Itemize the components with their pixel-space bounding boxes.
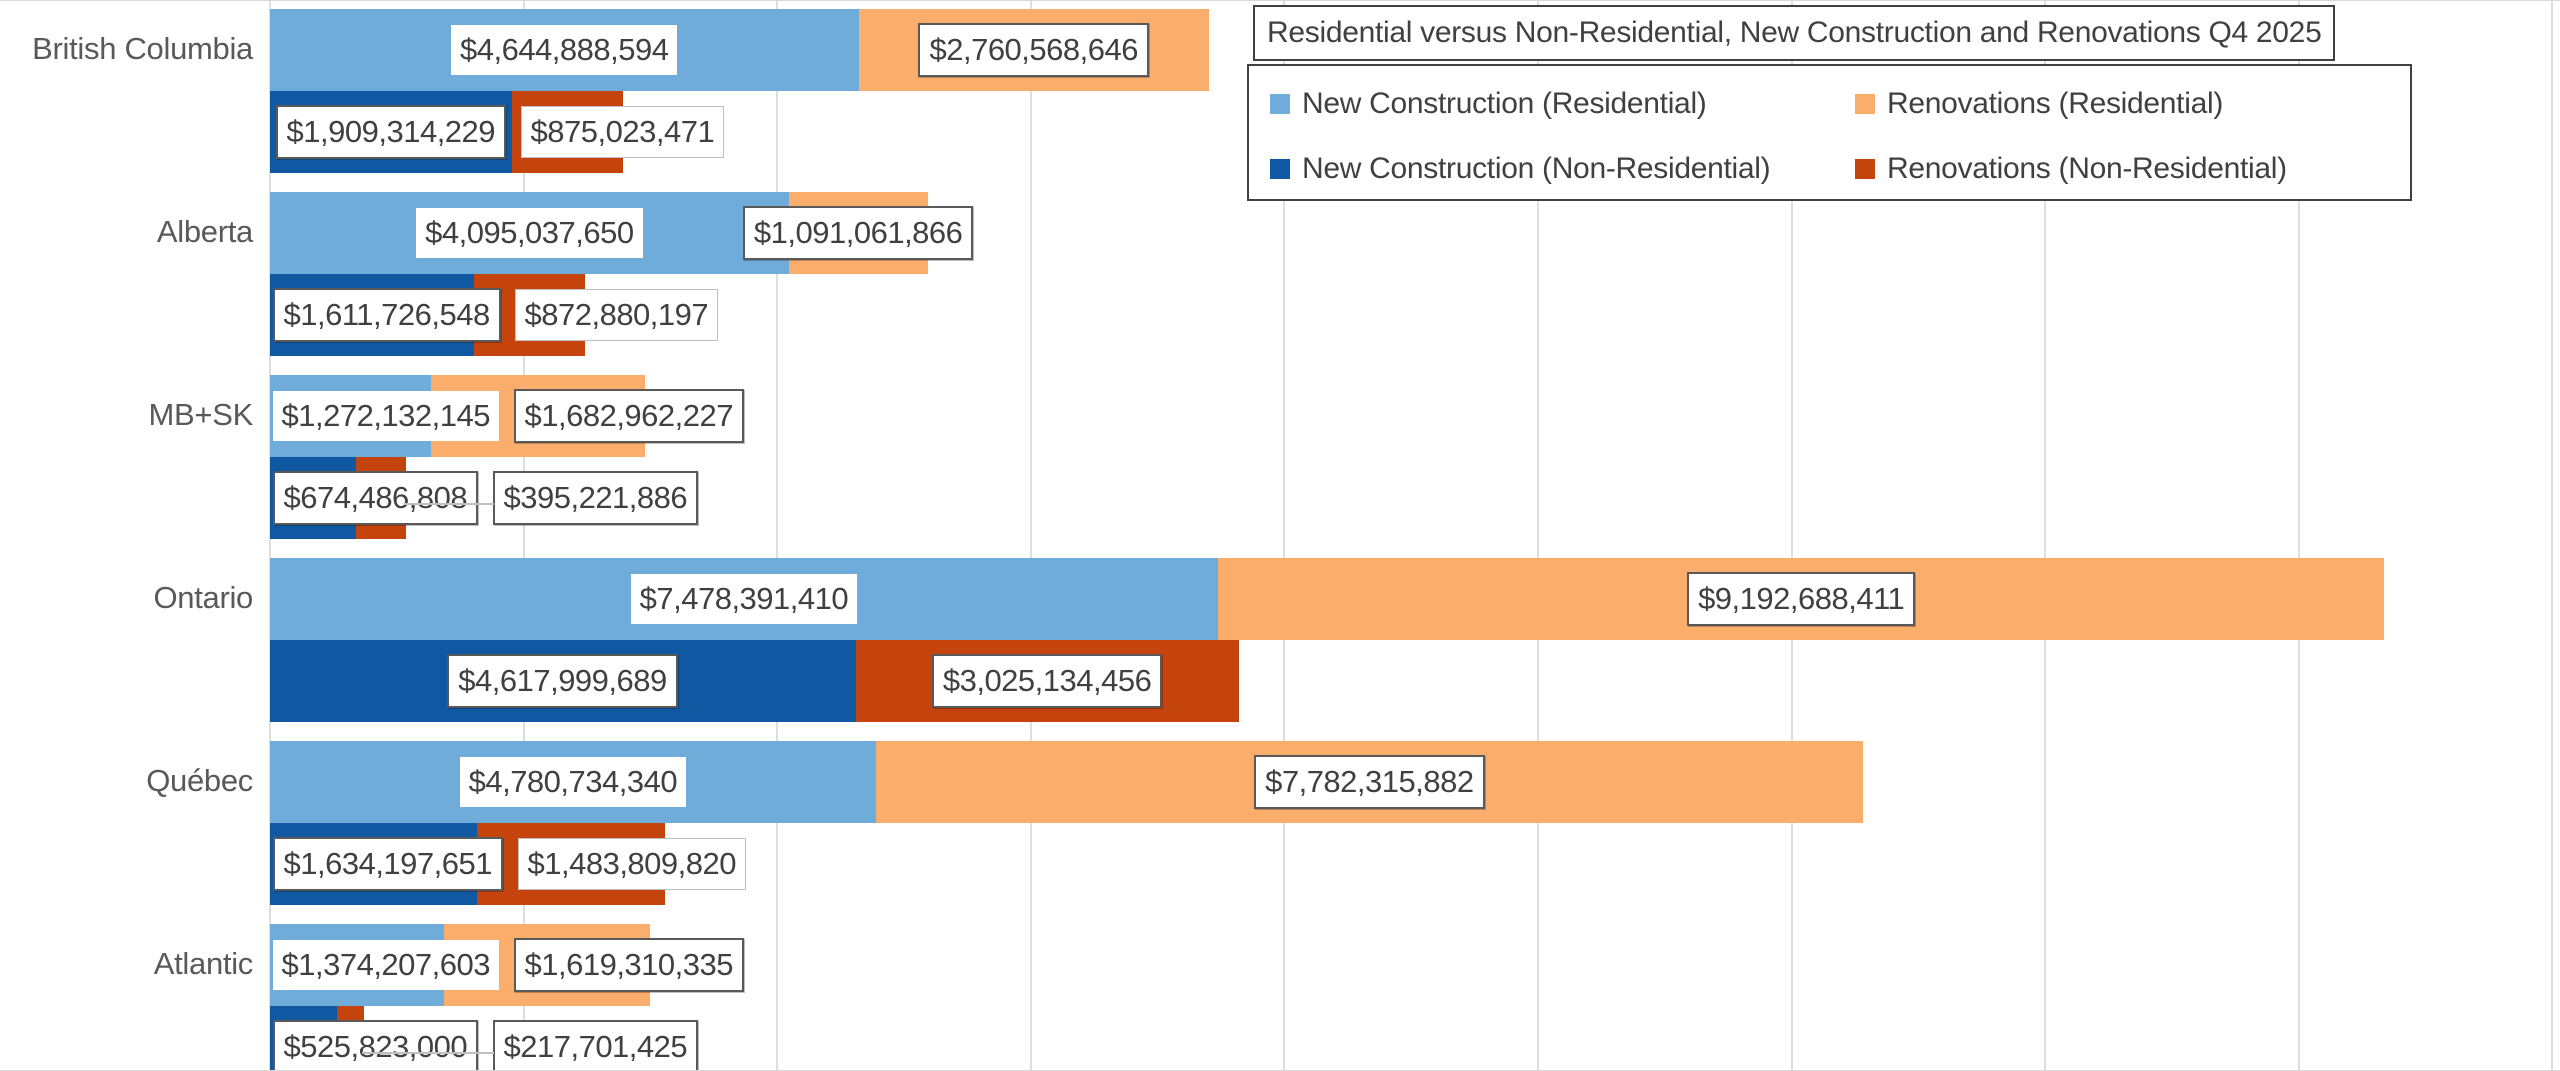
data-label-new-construction-non-residential-atlantic: $525,823,000 <box>272 1020 479 1070</box>
legend-label: Renovations (Non-Residential) <box>1887 152 2287 185</box>
gridline <box>2551 1 2554 1070</box>
gridline <box>2297 1 2300 1070</box>
data-label-new-construction-residential-qu-bec: $4,780,734,340 <box>459 757 687 807</box>
chart-title: Residential versus Non-Residential, New … <box>1253 5 2336 61</box>
legend-swatch-renovations-residential <box>1855 94 1875 114</box>
category-label-atlantic: Atlantic <box>153 946 254 981</box>
legend-label: New Construction (Residential) <box>1302 87 1707 120</box>
data-label-renovations-non-residential-ontario: $3,025,134,456 <box>931 654 1163 708</box>
gridline <box>1790 1 1793 1070</box>
category-label-british-columbia: British Columbia <box>32 31 253 66</box>
legend-item-renovations-non-residential: Renovations (Non-Residential) <box>1855 152 2287 186</box>
data-label-renovations-residential-alberta: $1,091,061,866 <box>742 206 974 260</box>
legend-item-new-construction-residential: New Construction (Residential) <box>1270 87 1707 121</box>
data-label-new-construction-non-residential-british-columbia: $1,909,314,229 <box>275 105 507 159</box>
data-label-renovations-residential-ontario: $9,192,688,411 <box>1687 572 1916 626</box>
data-label-new-construction-non-residential-mb-sk: $674,486,808 <box>272 471 479 525</box>
leader-line <box>362 1052 495 1054</box>
data-label-new-construction-non-residential-ontario: $4,617,999,689 <box>447 654 678 708</box>
category-label-ontario: Ontario <box>153 580 253 615</box>
data-label-new-construction-residential-atlantic: $1,374,207,603 <box>272 940 499 990</box>
leader-line <box>403 503 495 505</box>
gridline <box>776 1 779 1070</box>
legend-label: Renovations (Residential) <box>1887 87 2224 120</box>
data-label-renovations-non-residential-atlantic: $217,701,425 <box>492 1020 699 1070</box>
legend-swatch-renovations-non-residential <box>1855 159 1875 179</box>
category-label-qu-bec: Québec <box>146 763 253 798</box>
data-label-renovations-residential-mb-sk: $1,682,962,227 <box>513 389 744 443</box>
gridline <box>1283 1 1286 1070</box>
data-label-new-construction-non-residential-qu-bec: $1,634,197,651 <box>272 837 503 891</box>
data-label-renovations-non-residential-mb-sk: $395,221,886 <box>492 471 699 525</box>
data-label-renovations-non-residential-qu-bec: $1,483,809,820 <box>517 838 746 890</box>
data-label-renovations-residential-qu-bec: $7,782,315,882 <box>1254 755 1485 809</box>
legend-swatch-new-construction-non-residential <box>1270 159 1290 179</box>
gridline <box>1029 1 1032 1070</box>
data-label-renovations-residential-british-columbia: $2,760,568,646 <box>918 23 1149 77</box>
legend-item-new-construction-non-residential: New Construction (Non-Residential) <box>1270 152 1771 186</box>
category-label-alberta: Alberta <box>156 214 253 249</box>
gridline <box>1537 1 1539 1070</box>
data-label-renovations-non-residential-alberta: $872,880,197 <box>514 289 719 341</box>
legend-swatch-new-construction-residential <box>1270 94 1290 114</box>
legend-item-renovations-residential: Renovations (Residential) <box>1855 87 2223 121</box>
data-label-new-construction-residential-alberta: $4,095,037,650 <box>416 208 643 258</box>
gridline <box>2044 1 2047 1070</box>
data-label-new-construction-residential-mb-sk: $1,272,132,145 <box>272 391 499 441</box>
data-label-renovations-non-residential-british-columbia: $875,023,471 <box>520 106 725 158</box>
legend: New Construction (Residential) Renovation… <box>1247 64 2412 201</box>
data-label-renovations-residential-atlantic: $1,619,310,335 <box>513 938 744 992</box>
data-label-new-construction-non-residential-alberta: $1,611,726,548 <box>272 288 501 342</box>
data-label-new-construction-residential-british-columbia: $4,644,888,594 <box>450 25 678 75</box>
legend-label: New Construction (Non-Residential) <box>1302 152 1771 185</box>
category-label-mb-sk: MB+SK <box>148 397 254 432</box>
data-label-new-construction-residential-ontario: $7,478,391,410 <box>630 574 858 624</box>
gridline <box>522 1 525 1070</box>
